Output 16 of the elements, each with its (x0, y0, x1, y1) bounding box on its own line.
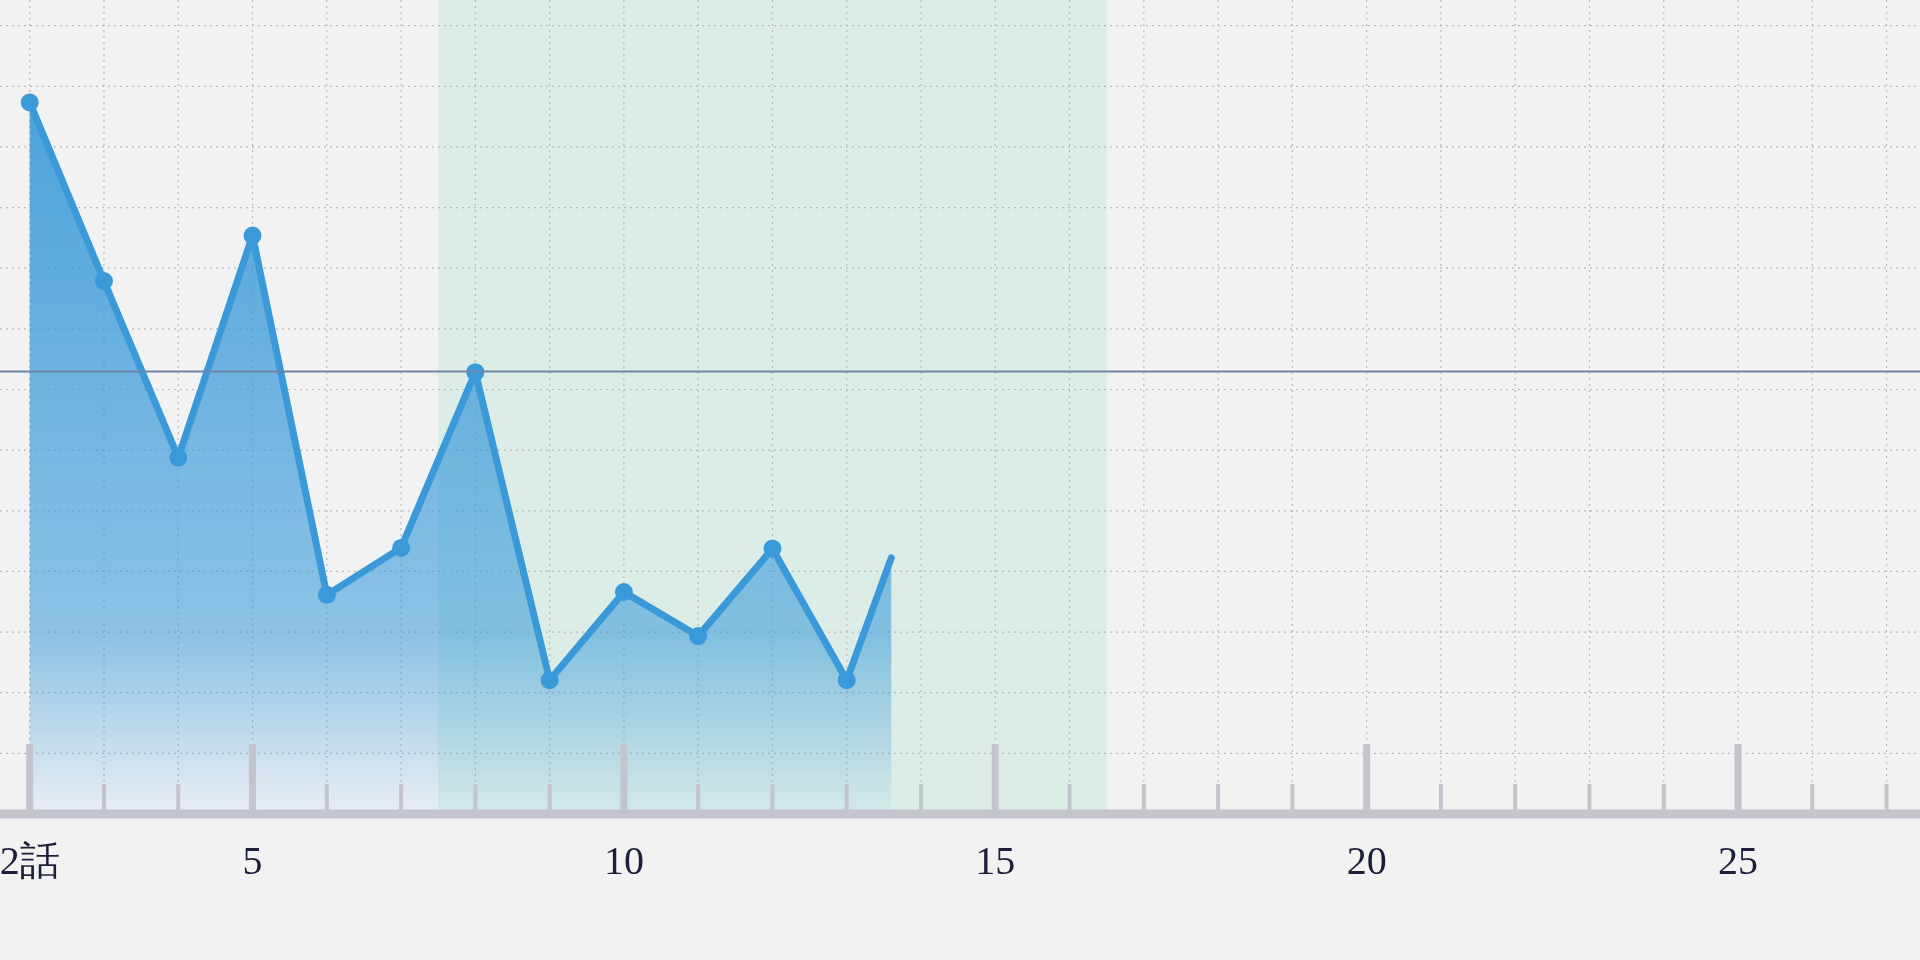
point (243, 226, 262, 245)
x-tick-label: 10 (603, 838, 644, 883)
x-tick-label: 15 (975, 838, 1016, 883)
point (614, 583, 633, 601)
x-tick-label: 2話 (0, 838, 60, 883)
point (540, 671, 559, 690)
point (317, 585, 336, 604)
x-tick-label: 25 (1718, 838, 1759, 883)
point (20, 93, 39, 112)
point (392, 538, 411, 557)
x-tick-label: 5 (242, 838, 263, 883)
point (689, 627, 708, 646)
point (837, 671, 856, 690)
point (94, 272, 113, 291)
x-tick-label: 20 (1346, 838, 1387, 883)
point (763, 539, 782, 558)
